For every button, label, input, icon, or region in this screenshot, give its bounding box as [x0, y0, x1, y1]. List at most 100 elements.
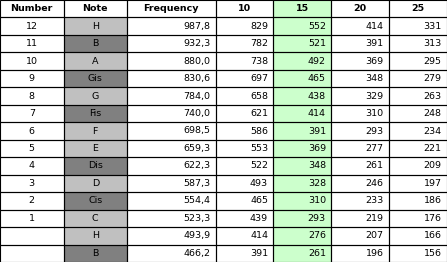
- Bar: [63, 87, 127, 105]
- Text: 293: 293: [308, 214, 326, 223]
- Bar: [389, 35, 447, 52]
- Bar: [127, 157, 215, 175]
- Bar: [127, 192, 215, 210]
- Bar: [274, 0, 331, 18]
- Bar: [0, 52, 63, 70]
- Text: 782: 782: [250, 39, 268, 48]
- Bar: [274, 140, 331, 157]
- Bar: [215, 35, 274, 52]
- Text: D: D: [92, 179, 99, 188]
- Bar: [127, 70, 215, 87]
- Bar: [274, 157, 331, 175]
- Bar: [274, 105, 331, 122]
- Bar: [63, 140, 127, 157]
- Bar: [389, 122, 447, 140]
- Bar: [389, 122, 447, 140]
- Text: 553: 553: [250, 144, 268, 153]
- Bar: [0, 175, 63, 192]
- Bar: [274, 122, 331, 140]
- Bar: [127, 52, 215, 70]
- Bar: [127, 18, 215, 35]
- Bar: [274, 70, 331, 87]
- Bar: [63, 192, 127, 210]
- Bar: [331, 227, 389, 244]
- Bar: [274, 192, 331, 210]
- Bar: [63, 70, 127, 87]
- Bar: [0, 210, 63, 227]
- Bar: [215, 70, 274, 87]
- Bar: [389, 244, 447, 262]
- Text: 880,0: 880,0: [183, 57, 210, 66]
- Bar: [331, 122, 389, 140]
- Bar: [0, 192, 63, 210]
- Text: 348: 348: [308, 161, 326, 171]
- Text: 784,0: 784,0: [183, 91, 210, 101]
- Bar: [63, 35, 127, 52]
- Bar: [331, 192, 389, 210]
- Bar: [0, 157, 63, 175]
- Text: 186: 186: [424, 196, 442, 205]
- Text: 313: 313: [423, 39, 442, 48]
- Bar: [331, 18, 389, 35]
- Bar: [389, 70, 447, 87]
- Bar: [389, 157, 447, 175]
- Text: 156: 156: [424, 249, 442, 258]
- Bar: [274, 175, 331, 192]
- Text: 15: 15: [296, 4, 309, 13]
- Bar: [274, 18, 331, 35]
- Bar: [331, 175, 389, 192]
- Bar: [127, 122, 215, 140]
- Text: 987,8: 987,8: [183, 22, 210, 31]
- Text: 621: 621: [250, 109, 268, 118]
- Text: 10: 10: [238, 4, 251, 13]
- Text: 329: 329: [366, 91, 384, 101]
- Bar: [389, 0, 447, 18]
- Bar: [127, 35, 215, 52]
- Bar: [0, 18, 63, 35]
- Text: 391: 391: [250, 249, 268, 258]
- Bar: [331, 192, 389, 210]
- Bar: [331, 140, 389, 157]
- Bar: [331, 52, 389, 70]
- Text: 466,2: 466,2: [183, 249, 210, 258]
- Bar: [63, 140, 127, 157]
- Bar: [127, 244, 215, 262]
- Text: 279: 279: [424, 74, 442, 83]
- Bar: [0, 157, 63, 175]
- Bar: [0, 227, 63, 244]
- Bar: [63, 52, 127, 70]
- Text: 465: 465: [308, 74, 326, 83]
- Bar: [389, 87, 447, 105]
- Text: 276: 276: [308, 231, 326, 240]
- Bar: [215, 35, 274, 52]
- Bar: [215, 105, 274, 122]
- Text: 328: 328: [308, 179, 326, 188]
- Bar: [63, 227, 127, 244]
- Bar: [63, 18, 127, 35]
- Text: 5: 5: [29, 144, 35, 153]
- Text: 622,3: 622,3: [183, 161, 210, 171]
- Text: 246: 246: [366, 179, 384, 188]
- Text: Gis: Gis: [88, 74, 103, 83]
- Bar: [63, 175, 127, 192]
- Text: Fis: Fis: [89, 109, 101, 118]
- Bar: [127, 140, 215, 157]
- Bar: [274, 227, 331, 244]
- Bar: [274, 175, 331, 192]
- Text: 348: 348: [366, 74, 384, 83]
- Bar: [127, 140, 215, 157]
- Bar: [0, 0, 63, 18]
- Bar: [63, 18, 127, 35]
- Text: 438: 438: [308, 91, 326, 101]
- Text: 369: 369: [366, 57, 384, 66]
- Bar: [0, 87, 63, 105]
- Text: 414: 414: [250, 231, 268, 240]
- Text: 391: 391: [308, 127, 326, 135]
- Bar: [274, 52, 331, 70]
- Bar: [274, 140, 331, 157]
- Bar: [215, 192, 274, 210]
- Bar: [215, 0, 274, 18]
- Bar: [331, 70, 389, 87]
- Bar: [215, 87, 274, 105]
- Text: Number: Number: [11, 4, 53, 13]
